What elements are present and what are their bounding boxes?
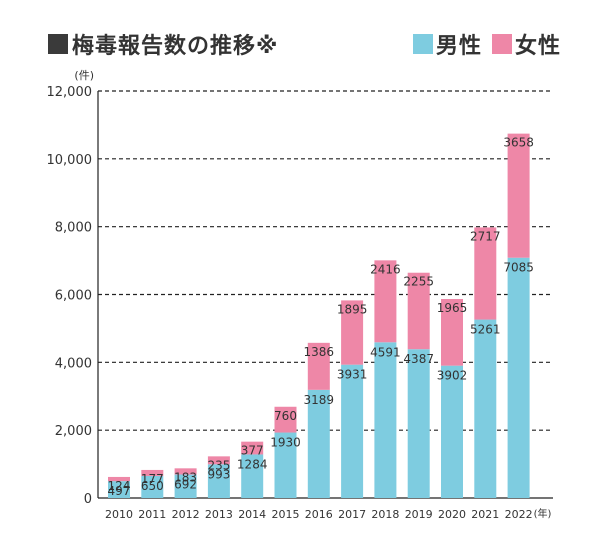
bar-male-2011	[141, 475, 164, 498]
data-label-female-2012: 183	[174, 470, 197, 484]
bar-female-2017	[341, 300, 364, 365]
y-tick-label: 0	[84, 492, 92, 507]
bar-male-2015	[274, 432, 297, 498]
data-label-male-2012: 692	[174, 478, 197, 492]
bar-female-2013	[207, 456, 230, 465]
y-tick-label: 4,000	[55, 356, 92, 371]
chart-title: 梅毒報告数の推移※	[48, 28, 278, 60]
x-tick-label: 2021	[471, 508, 499, 521]
x-tick-label: 2015	[272, 508, 300, 521]
title-square-icon	[48, 34, 68, 54]
legend-swatch-female	[491, 34, 512, 54]
data-label-female-2018: 2416	[370, 262, 401, 276]
y-tick-label: 10,000	[47, 153, 93, 168]
bar-male-2020	[441, 365, 463, 498]
data-label-male-2014: 1284	[237, 457, 268, 471]
legend-swatch-male	[412, 34, 433, 54]
data-label-female-2020: 1965	[437, 301, 468, 315]
bar-male-2014	[241, 454, 264, 498]
data-label-female-2016: 1386	[304, 345, 335, 359]
y-tick-label: 12,000	[47, 85, 93, 100]
x-tick-label: 2013	[205, 508, 233, 521]
x-tick-label: 2019	[405, 508, 433, 521]
data-label-male-2017: 3931	[337, 368, 368, 382]
data-label-male-2021: 5261	[470, 323, 501, 337]
bar-female-2012	[174, 468, 197, 475]
data-label-female-2014: 377	[241, 444, 264, 458]
data-label-male-2016: 3189	[304, 393, 335, 407]
y-tick-label: 2,000	[55, 424, 92, 439]
bar-male-2021	[474, 319, 497, 498]
x-tick-label: 2014	[238, 508, 266, 521]
data-label-female-2015: 760	[274, 409, 297, 423]
y-tick-label: 8,000	[55, 221, 92, 236]
data-label-male-2010: 497	[108, 484, 131, 498]
bar-male-2022	[507, 257, 530, 498]
data-label-male-2015: 1930	[270, 436, 301, 450]
y-tick-label: 6,000	[55, 289, 92, 304]
legend-label-male: 男性	[435, 34, 482, 59]
bar-female-2019	[407, 272, 430, 350]
x-tick-label: 2022	[505, 508, 533, 521]
bar-female-2021	[474, 227, 497, 320]
data-label-female-2011: 177	[141, 472, 164, 486]
data-label-male-2020: 3902	[437, 369, 468, 383]
data-label-female-2019: 2255	[403, 275, 434, 289]
y-unit-label: (件)	[74, 69, 94, 82]
bar-male-2018	[374, 342, 397, 498]
data-label-male-2013: 993	[207, 467, 230, 481]
legend: 男性 女性	[412, 28, 561, 60]
bar-female-2015	[274, 406, 297, 433]
bar-male-2017	[341, 364, 364, 498]
bar-female-2018	[374, 260, 397, 343]
data-label-male-2022: 7085	[503, 261, 534, 275]
x-tick-label: 2016	[305, 508, 333, 521]
bar-male-2012	[174, 474, 197, 498]
x-tick-label: 2010	[105, 508, 133, 521]
bar-male-2016	[307, 389, 330, 498]
data-label-female-2010: 124	[108, 479, 131, 493]
data-label-male-2011: 650	[141, 479, 164, 493]
legend-item-male: 男性	[412, 28, 482, 60]
bar-female-2020	[441, 299, 463, 366]
bar-female-2011	[141, 469, 164, 476]
legend-label-female: 女性	[514, 34, 561, 59]
data-label-male-2019: 4387	[403, 352, 434, 366]
data-label-female-2017: 1895	[337, 302, 368, 316]
data-label-female-2013: 235	[207, 458, 230, 472]
bar-female-2022	[507, 133, 530, 258]
bar-male-2010	[108, 481, 130, 498]
bar-female-2016	[307, 342, 330, 390]
x-tick-label: 2018	[371, 508, 399, 521]
chart-title-text: 梅毒報告数の推移※	[72, 34, 279, 59]
data-label-male-2018: 4591	[370, 345, 401, 359]
bar-female-2014	[241, 441, 264, 455]
data-label-female-2022: 3658	[503, 136, 534, 150]
x-tick-label: 2017	[338, 508, 366, 521]
x-tick-label: 2020	[438, 508, 466, 521]
bar-female-2010	[108, 476, 130, 482]
x-tick-label: 2012	[172, 508, 200, 521]
bar-male-2019	[407, 349, 430, 498]
legend-item-female: 女性	[491, 28, 561, 60]
x-tick-label: 2011	[138, 508, 166, 521]
data-label-female-2021: 2717	[470, 229, 501, 243]
bar-male-2013	[207, 464, 230, 498]
x-unit-label: (年)	[534, 507, 552, 520]
